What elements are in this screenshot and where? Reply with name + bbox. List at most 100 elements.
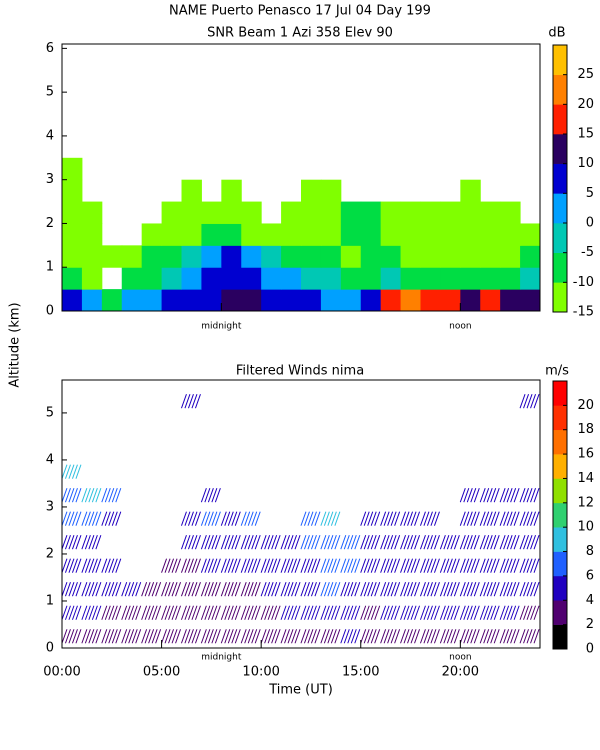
colorbar-swatch bbox=[553, 478, 567, 504]
heat-cell bbox=[62, 179, 83, 203]
wind-barb bbox=[200, 511, 221, 526]
colorbar-swatch bbox=[553, 429, 567, 455]
wind-barb bbox=[280, 535, 301, 550]
wind-barb bbox=[519, 535, 540, 550]
wind-barb bbox=[101, 488, 122, 503]
heat-cell bbox=[201, 289, 222, 312]
heat-cell bbox=[380, 289, 402, 312]
wind-barb bbox=[419, 605, 440, 620]
wind-barb bbox=[300, 582, 321, 597]
wind-barb bbox=[459, 488, 480, 503]
heat-cell bbox=[241, 245, 262, 268]
main-title: NAME Puerto Penasco 17 Jul 04 Day 199 bbox=[169, 4, 431, 19]
heat-cell bbox=[360, 201, 382, 224]
wind-barb bbox=[499, 582, 520, 597]
wind-barb bbox=[419, 511, 440, 526]
wind-barb bbox=[220, 558, 241, 573]
wind-barb bbox=[499, 488, 520, 503]
heat-cell bbox=[460, 245, 481, 268]
heat-cell bbox=[81, 289, 103, 312]
wind-barb bbox=[479, 488, 500, 503]
wind-barb bbox=[180, 393, 201, 409]
colorbar-frame bbox=[552, 44, 568, 313]
heat-cell bbox=[62, 201, 83, 224]
wind-barb bbox=[300, 511, 321, 526]
heat-cell bbox=[420, 245, 441, 268]
heat-cell bbox=[261, 289, 282, 312]
heat-cell bbox=[520, 245, 541, 268]
wind-barb bbox=[240, 629, 261, 644]
wind-barb bbox=[101, 511, 122, 526]
wind-barb bbox=[519, 629, 540, 644]
time-annotation: midnight bbox=[201, 653, 242, 663]
heat-cell bbox=[281, 245, 302, 268]
plot-frame bbox=[61, 43, 541, 312]
heat-cell bbox=[420, 223, 441, 246]
wind-barb bbox=[439, 629, 460, 644]
heat-cell bbox=[221, 245, 242, 268]
heat-cell bbox=[241, 289, 262, 312]
heat-cell bbox=[101, 245, 123, 268]
wind-barb bbox=[121, 629, 142, 644]
wind-barb bbox=[240, 582, 261, 597]
wind-barb bbox=[81, 511, 102, 526]
wind-barb bbox=[220, 511, 241, 526]
colorbar-swatch bbox=[553, 223, 567, 253]
wind-barb bbox=[459, 535, 480, 550]
y-tick-label: 2 bbox=[46, 546, 54, 561]
wind-barb bbox=[300, 629, 321, 644]
y-tick-label: 5 bbox=[46, 85, 54, 100]
wind-barb bbox=[459, 558, 480, 573]
wind-barb bbox=[419, 629, 440, 644]
heat-cell bbox=[380, 245, 402, 268]
heat-cell bbox=[380, 223, 402, 246]
heat-cell bbox=[480, 201, 501, 224]
wind-barb bbox=[61, 488, 82, 503]
colorbar-swatch bbox=[553, 600, 567, 625]
wind-barb bbox=[280, 558, 301, 573]
heat-cell bbox=[440, 201, 461, 224]
plot-frame bbox=[61, 379, 541, 649]
heat-cell bbox=[340, 223, 362, 246]
heat-cell bbox=[221, 267, 242, 290]
wind-barb bbox=[101, 582, 122, 597]
wind-barb bbox=[81, 488, 102, 503]
wind-barb bbox=[260, 535, 281, 550]
wind-barb bbox=[141, 629, 162, 644]
wind-barb bbox=[519, 558, 540, 573]
heat-cell bbox=[301, 201, 322, 224]
wind-barb bbox=[61, 511, 82, 526]
wind-barb bbox=[260, 558, 281, 573]
heat-cell bbox=[221, 223, 242, 246]
heat-cell bbox=[201, 245, 222, 268]
wind-barb bbox=[439, 535, 460, 550]
wind-barb bbox=[400, 511, 421, 526]
chart-title: Filtered Winds nima bbox=[236, 364, 364, 379]
heat-cell bbox=[121, 267, 143, 290]
wind-barb bbox=[360, 582, 381, 597]
wind-barb bbox=[519, 605, 540, 620]
wind-barb bbox=[459, 629, 480, 644]
wind-barb bbox=[61, 582, 82, 597]
heat-cell bbox=[241, 267, 262, 290]
heat-cell bbox=[161, 223, 182, 246]
colorbar-swatch bbox=[553, 74, 567, 105]
wind-barb bbox=[519, 511, 540, 526]
colorbar-tick-label: 10 bbox=[577, 156, 594, 171]
wind-barb bbox=[479, 535, 500, 550]
wind-barb bbox=[300, 535, 321, 550]
heat-cell bbox=[281, 267, 302, 290]
wind-barb bbox=[260, 582, 281, 597]
wind-barb bbox=[400, 629, 421, 644]
heat-cell bbox=[480, 223, 501, 246]
wind-barb bbox=[300, 558, 321, 573]
heat-cell bbox=[400, 223, 421, 246]
heat-cell bbox=[141, 267, 163, 290]
wind-barb bbox=[101, 558, 122, 573]
heat-cell bbox=[201, 201, 222, 224]
heat-cell bbox=[81, 267, 103, 290]
heat-cell bbox=[62, 245, 83, 268]
heat-cell bbox=[161, 201, 182, 224]
y-tick-label: 3 bbox=[46, 172, 54, 187]
heat-cell bbox=[440, 267, 461, 290]
